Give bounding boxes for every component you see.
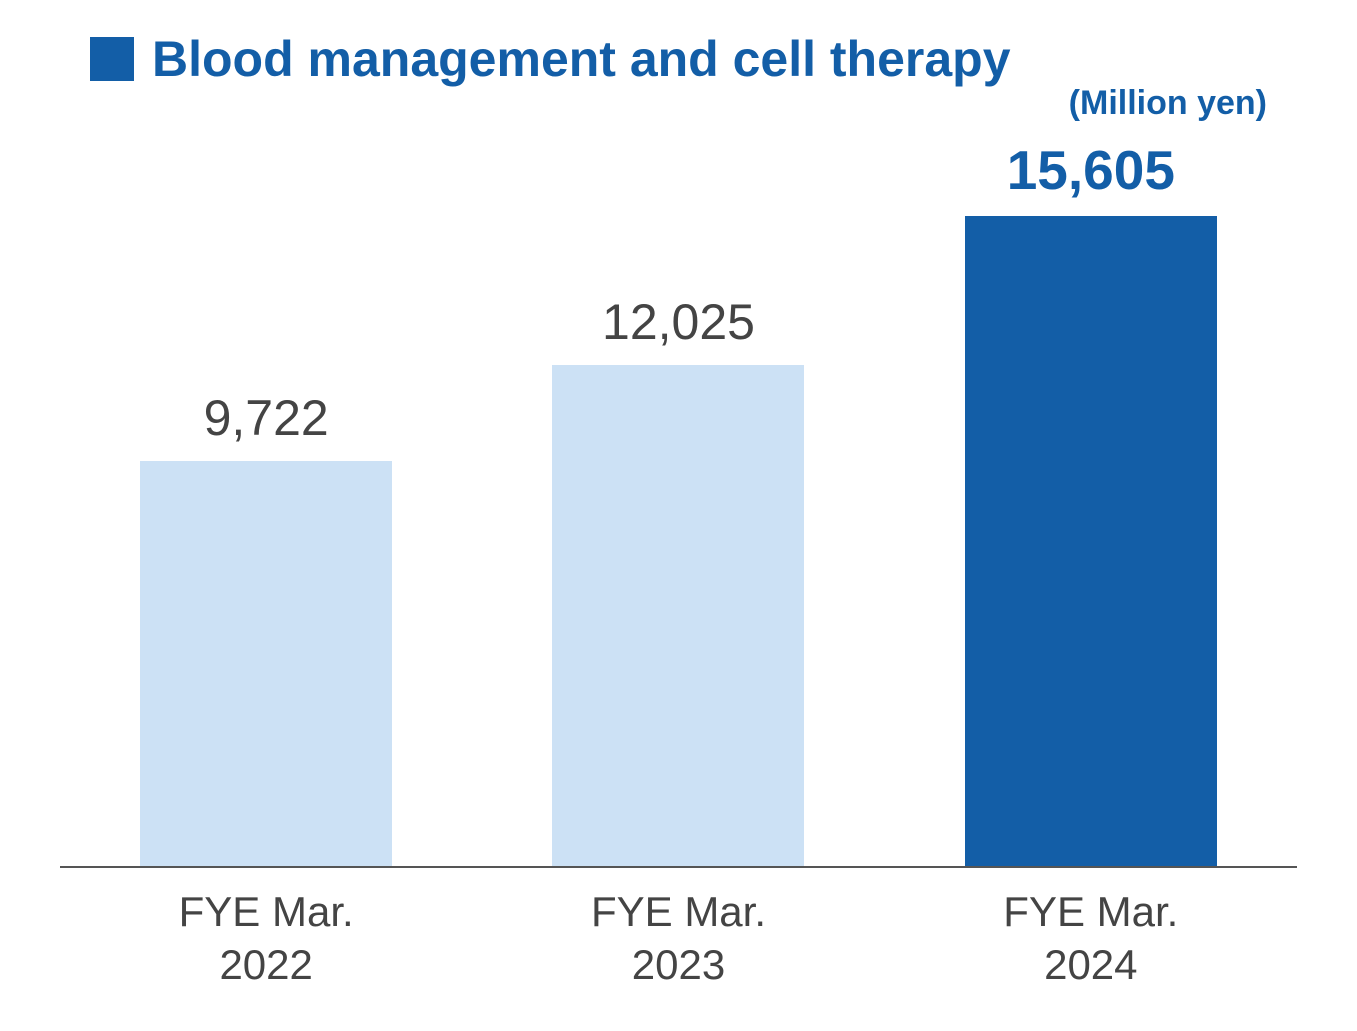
- bar-0: [140, 461, 392, 866]
- x-tick-2: FYE Mar. 2024: [885, 886, 1297, 991]
- bar-group-0: 9,722: [60, 133, 472, 866]
- bar-group-2: 15,605: [885, 133, 1297, 866]
- chart-title-row: Blood management and cell therapy: [90, 30, 1297, 88]
- title-marker-square-icon: [90, 37, 134, 81]
- bar-chart: 9,722 12,025 15,605 FYE Mar. 2022 FYE Ma…: [60, 133, 1297, 991]
- bar-value-label: 9,722: [204, 389, 329, 447]
- bar-value-label: 15,605: [1007, 138, 1175, 202]
- bar-1: [552, 365, 804, 866]
- plot-area: 9,722 12,025 15,605: [60, 133, 1297, 868]
- bar-2: [965, 216, 1217, 866]
- unit-label: (Million yen): [60, 84, 1267, 123]
- chart-title: Blood management and cell therapy: [152, 30, 1011, 88]
- x-tick-1: FYE Mar. 2023: [472, 886, 884, 991]
- x-axis: FYE Mar. 2022 FYE Mar. 2023 FYE Mar. 202…: [60, 886, 1297, 991]
- bar-group-1: 12,025: [472, 133, 884, 866]
- x-tick-0: FYE Mar. 2022: [60, 886, 472, 991]
- bar-value-label: 12,025: [602, 293, 755, 351]
